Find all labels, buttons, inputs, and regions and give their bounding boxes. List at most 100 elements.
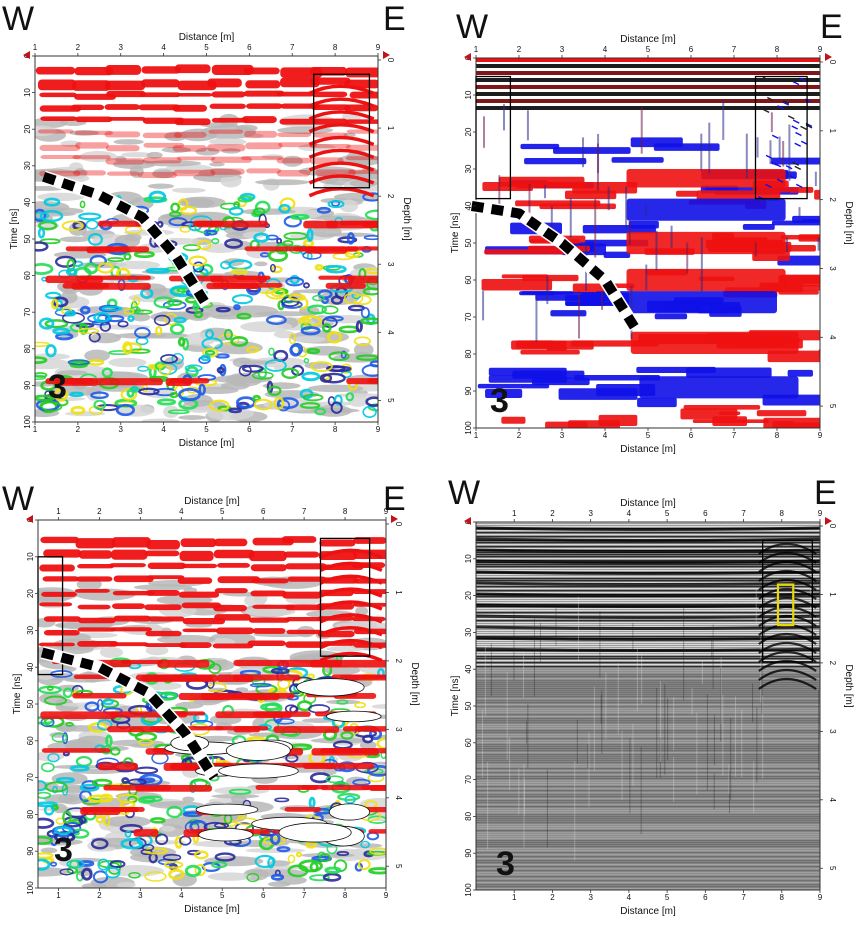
x-tick-top: 4 [161, 43, 166, 52]
time-tick: 50 [464, 238, 473, 247]
time-tick: 80 [464, 349, 473, 358]
time-tick: 30 [464, 164, 473, 173]
x-tick-bottom: 6 [689, 431, 694, 440]
x-tick-top: 9 [818, 509, 823, 518]
time-tick: 60 [26, 736, 35, 745]
x-axis-label-top: Distance [m] [179, 32, 235, 43]
time-tick: 90 [26, 846, 35, 855]
x-tick-bottom: 6 [261, 891, 266, 900]
radargram-image [476, 58, 820, 428]
x-tick-bottom: 7 [302, 891, 307, 900]
time-tick: 10 [26, 552, 35, 561]
time-tick: 30 [464, 627, 473, 636]
profile-number: 3 [48, 368, 67, 406]
x-axis-label-bottom: Distance [m] [184, 904, 240, 915]
y-axis-label: Time [ns] [9, 208, 20, 249]
depth-tick: 0 [828, 60, 837, 65]
depth-tick: 3 [394, 727, 403, 732]
time-tick: 10 [23, 88, 32, 97]
x-tick-top: 1 [474, 45, 479, 54]
anomaly-box-1 [37, 556, 64, 676]
x-tick-top: 3 [588, 509, 593, 518]
radargram-svg: 1122334455667788990102030405060708090100… [2, 0, 412, 449]
x-tick-bottom: 5 [665, 893, 670, 902]
x-tick-top: 4 [627, 509, 632, 518]
profile-number: 3 [496, 845, 515, 883]
x-tick-top: 5 [665, 509, 670, 518]
x-tick-top: 8 [343, 507, 348, 516]
time-zero-marker-left [23, 51, 30, 59]
east-label: E [383, 480, 406, 518]
x-tick-bottom: 8 [780, 893, 785, 902]
x-tick-top: 8 [333, 43, 338, 52]
time-zero-marker-right [383, 51, 390, 59]
depth-axis-label: Depth [m] [409, 662, 420, 706]
x-tick-bottom: 9 [818, 893, 823, 902]
depth-tick: 1 [394, 590, 403, 595]
x-tick-top: 1 [512, 509, 517, 518]
east-label: E [814, 474, 837, 512]
x-tick-top: 5 [204, 43, 209, 52]
time-tick: 70 [26, 773, 35, 782]
x-tick-bottom: 3 [138, 891, 143, 900]
x-tick-bottom: 9 [818, 431, 823, 440]
time-tick: 80 [464, 811, 473, 820]
depth-tick: 2 [828, 197, 837, 202]
depth-axis-label: Depth [m] [843, 664, 854, 708]
depth-tick: 2 [394, 659, 403, 664]
time-tick: 20 [26, 589, 35, 598]
x-tick-top: 9 [376, 43, 381, 52]
depth-tick: 0 [394, 522, 403, 527]
x-tick-top: 4 [179, 507, 184, 516]
time-tick: 100 [464, 883, 473, 897]
west-label: W [456, 8, 488, 46]
radargram-svg: 1122334455667788990102030405060708090100… [2, 480, 420, 915]
x-tick-top: 7 [732, 45, 737, 54]
x-tick-top: 2 [550, 509, 555, 518]
x-tick-top: 6 [703, 509, 708, 518]
x-tick-bottom: 4 [603, 431, 608, 440]
profile-number: 3 [490, 382, 509, 420]
depth-tick: 5 [394, 864, 403, 869]
x-tick-top: 2 [76, 43, 81, 52]
time-tick: 100 [464, 421, 473, 435]
x-tick-top: 3 [138, 507, 143, 516]
time-tick: 90 [464, 386, 473, 395]
x-tick-top: 6 [261, 507, 266, 516]
time-zero-marker-left [464, 517, 471, 525]
anomaly-box-2 [754, 75, 808, 200]
depth-axis-label: Depth [m] [401, 197, 412, 241]
time-tick: 50 [464, 701, 473, 710]
depth-tick: 2 [386, 194, 395, 199]
x-tick-bottom: 2 [76, 425, 81, 434]
x-axis-label-top: Distance [m] [620, 498, 676, 509]
x-tick-bottom: 3 [588, 893, 593, 902]
time-tick: 90 [23, 380, 32, 389]
x-tick-top: 8 [780, 509, 785, 518]
dipping-reflector-line [470, 201, 640, 331]
x-tick-bottom: 1 [512, 893, 517, 902]
time-tick: 20 [23, 124, 32, 133]
x-tick-bottom: 9 [384, 891, 389, 900]
x-axis-label-bottom: Distance [m] [620, 444, 676, 455]
time-tick: 100 [26, 881, 35, 895]
time-zero-marker-left [464, 53, 471, 61]
east-label: E [383, 0, 406, 38]
radargram-panel-4: 1122334455667788990102030405060708090100… [430, 466, 860, 933]
x-tick-bottom: 2 [517, 431, 522, 440]
time-tick: 70 [464, 312, 473, 321]
time-tick: 80 [23, 344, 32, 353]
depth-axis-label: Depth [m] [843, 201, 854, 245]
anomaly-box-2 [776, 583, 795, 627]
x-tick-top: 1 [56, 507, 61, 516]
depth-tick: 5 [828, 404, 837, 409]
x-tick-top: 4 [603, 45, 608, 54]
x-axis-label-bottom: Distance [m] [179, 438, 235, 449]
x-tick-bottom: 4 [161, 425, 166, 434]
time-zero-marker-right [825, 517, 832, 525]
profile-number: 3 [54, 831, 73, 869]
anomaly-box-1 [475, 75, 512, 200]
x-tick-top: 6 [689, 45, 694, 54]
west-label: W [448, 474, 480, 512]
depth-tick: 1 [386, 126, 395, 131]
